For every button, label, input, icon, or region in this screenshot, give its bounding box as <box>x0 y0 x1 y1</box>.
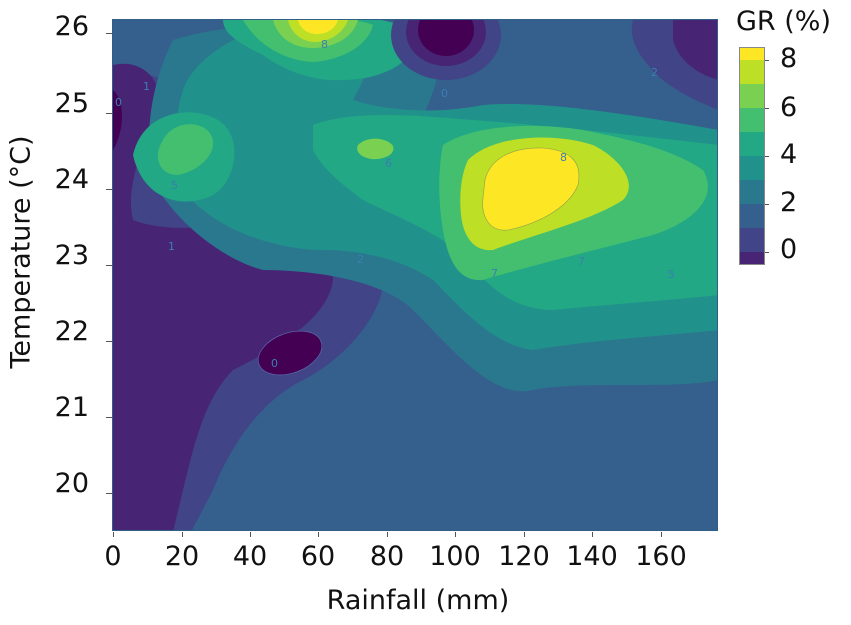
xtick-mark <box>661 532 662 537</box>
colorbar-segment <box>740 48 764 60</box>
contour-label: 7 <box>491 267 498 280</box>
colorbar <box>739 47 765 265</box>
ytick-22: 22 <box>54 316 89 347</box>
contour-label: 8 <box>560 151 567 164</box>
colorbar-segment <box>740 156 764 180</box>
colorbar-segment <box>740 204 764 228</box>
contour-plot: 0 0 0 1 1 2 2 5 5 6 8 8 7 7 <box>113 20 717 530</box>
colorbar-title: GR (%) <box>736 6 831 37</box>
contour-label: 0 <box>271 357 278 370</box>
xtick-40: 40 <box>232 541 268 572</box>
xtick-mark <box>592 532 593 537</box>
y-axis-label: Temperature (°C) <box>5 135 37 369</box>
colorbar-tick <box>765 60 769 61</box>
contour-label: 7 <box>578 255 585 268</box>
ytick-mark <box>106 113 112 114</box>
ytick-20: 20 <box>54 468 89 499</box>
contour-label: 5 <box>668 268 675 281</box>
colorbar-label-2: 2 <box>780 187 798 218</box>
ytick-mark <box>106 417 112 418</box>
colorbar-segment <box>740 228 764 252</box>
colorbar-tick <box>765 204 769 205</box>
xtick-140: 140 <box>566 541 618 572</box>
contour-label: 1 <box>143 80 150 93</box>
colorbar-segment <box>740 132 764 156</box>
ytick-26: 26 <box>54 11 89 42</box>
colorbar-segment <box>740 84 764 108</box>
colorbar-segment <box>740 60 764 84</box>
contour-label: 6 <box>385 157 392 170</box>
contour-label: 5 <box>171 179 178 192</box>
xtick-mark <box>387 532 388 537</box>
xtick-20: 20 <box>164 541 200 572</box>
contour-label: 1 <box>168 240 175 253</box>
ytick-mark <box>106 265 112 266</box>
xtick-mark <box>318 532 319 537</box>
contour-label: 8 <box>321 38 328 51</box>
ytick-21: 21 <box>54 392 89 423</box>
ytick-25: 25 <box>54 88 89 119</box>
contour-label: 0 <box>441 87 448 100</box>
xtick-120: 120 <box>498 541 550 572</box>
xtick-60: 60 <box>300 541 336 572</box>
colorbar-label-4: 4 <box>780 139 798 170</box>
ytick-mark <box>106 33 112 34</box>
contour-label: 0 <box>115 96 122 109</box>
xtick-mark <box>455 532 456 537</box>
ytick-mark <box>106 493 112 494</box>
xtick-mark <box>250 532 251 537</box>
xtick-0: 0 <box>104 541 122 572</box>
colorbar-label-6: 6 <box>780 92 798 123</box>
colorbar-tick <box>765 156 769 157</box>
ytick-mark <box>106 189 112 190</box>
xtick-80: 80 <box>369 541 405 572</box>
xtick-mark <box>113 532 114 537</box>
contour-label: 2 <box>651 66 658 79</box>
colorbar-segment <box>740 180 764 204</box>
colorbar-label-0: 0 <box>780 234 798 265</box>
contour-plot-area: 0 0 0 1 1 2 2 5 5 6 8 8 7 7 <box>112 19 718 531</box>
x-axis-label: Rainfall (mm) <box>326 585 510 616</box>
xtick-mark <box>524 532 525 537</box>
colorbar-tick <box>765 108 769 109</box>
colorbar-tick <box>765 252 769 253</box>
xtick-160: 160 <box>635 541 687 572</box>
ytick-23: 23 <box>54 240 89 271</box>
colorbar-label-8: 8 <box>780 43 798 74</box>
colorbar-segment <box>740 108 764 132</box>
xtick-mark <box>182 532 183 537</box>
colorbar-segment <box>740 252 764 264</box>
contour-label: 2 <box>357 253 364 266</box>
ytick-24: 24 <box>54 164 89 195</box>
xtick-100: 100 <box>429 541 481 572</box>
ytick-mark <box>106 341 112 342</box>
